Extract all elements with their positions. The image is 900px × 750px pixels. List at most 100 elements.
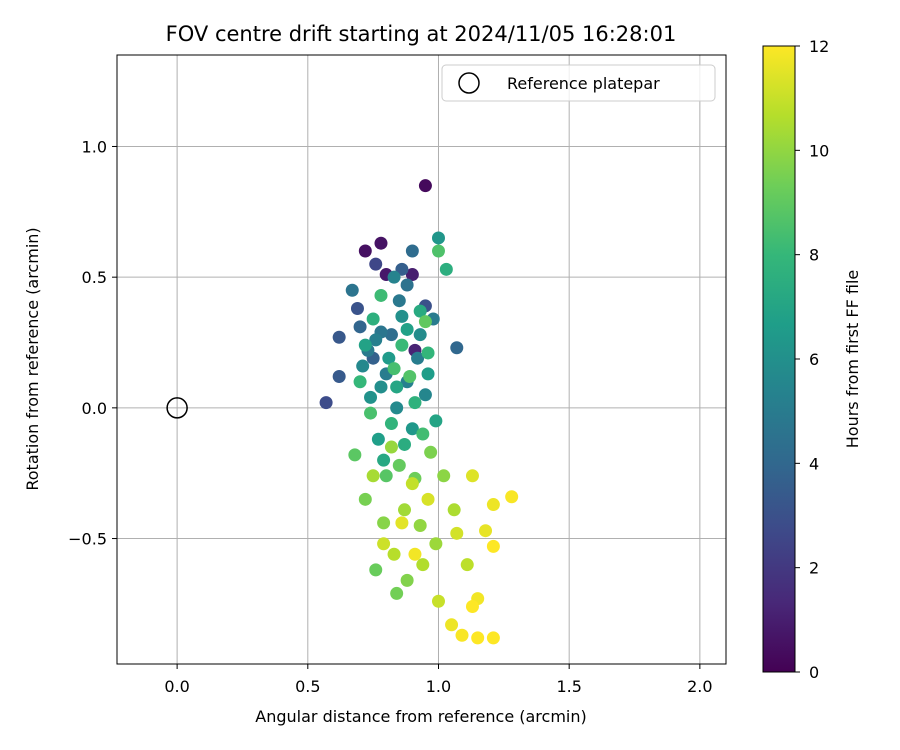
data-point <box>405 422 419 436</box>
data-point <box>366 312 380 326</box>
data-point <box>358 244 372 258</box>
colorbar-tick-label: 0 <box>809 663 819 682</box>
data-point <box>400 278 414 292</box>
legend: Reference platepar <box>441 64 716 102</box>
data-point <box>387 547 401 561</box>
data-point <box>353 375 367 389</box>
data-point <box>374 288 388 302</box>
data-point <box>377 537 391 551</box>
colorbar-tick-label: 8 <box>809 246 819 265</box>
data-point <box>405 477 419 491</box>
data-point <box>374 236 388 250</box>
data-point <box>366 469 380 483</box>
y-tick-label: 0.0 <box>82 399 107 418</box>
data-point <box>387 362 401 376</box>
data-point <box>319 396 333 410</box>
colorbar-tick-label: 6 <box>809 350 819 369</box>
data-point <box>405 244 419 258</box>
x-tick-label: 1.0 <box>426 677 451 696</box>
data-point <box>395 309 409 323</box>
colorbar-tick-label: 4 <box>809 454 819 473</box>
colorbar-tick-label: 10 <box>809 141 829 160</box>
data-point <box>400 573 414 587</box>
y-tick-label: 1.0 <box>82 137 107 156</box>
x-tick-label: 0.0 <box>164 677 189 696</box>
plot-frame <box>116 54 727 665</box>
y-axis-label: Rotation from reference (arcmin) <box>23 227 42 490</box>
data-point <box>395 516 409 530</box>
data-point <box>332 330 346 344</box>
data-point <box>348 448 362 462</box>
data-point <box>416 558 430 572</box>
data-point <box>421 492 435 506</box>
data-point <box>384 417 398 431</box>
data-point <box>364 390 378 404</box>
data-point <box>408 547 422 561</box>
data-point <box>379 469 393 483</box>
data-point <box>408 396 422 410</box>
data-point <box>387 270 401 284</box>
data-point <box>369 257 383 271</box>
data-point <box>418 179 432 193</box>
data-point <box>455 628 469 642</box>
data-point <box>437 469 451 483</box>
x-axis-label: Angular distance from reference (arcmin) <box>255 707 586 726</box>
data-point <box>356 359 370 373</box>
chart-title: FOV centre drift starting at 2024/11/05 … <box>166 22 677 46</box>
data-point <box>377 453 391 467</box>
data-point <box>403 369 417 383</box>
colorbar-ticks: 0 2 4 6 8 10 12 <box>795 37 829 682</box>
y-tick-label: 0.5 <box>82 268 107 287</box>
data-point <box>431 231 445 245</box>
data-point <box>486 631 500 645</box>
data-point <box>382 351 396 365</box>
y-axis-ticks: 1.0 0.5 0.0 −0.5 <box>68 137 117 549</box>
data-points <box>319 179 519 645</box>
data-point <box>374 380 388 394</box>
x-tick-label: 1.5 <box>556 677 581 696</box>
data-point <box>416 427 430 441</box>
data-point <box>431 594 445 608</box>
data-point <box>421 367 435 381</box>
data-point <box>418 315 432 329</box>
data-point <box>431 244 445 258</box>
data-point <box>371 432 385 446</box>
data-point <box>392 458 406 472</box>
legend-box <box>441 64 716 102</box>
data-point <box>413 304 427 318</box>
data-point <box>350 302 364 316</box>
data-point <box>447 503 461 517</box>
data-point <box>429 537 443 551</box>
data-point <box>358 338 372 352</box>
x-tick-label: 2.0 <box>687 677 712 696</box>
data-point <box>418 388 432 402</box>
data-point <box>369 333 383 347</box>
data-point <box>439 262 453 276</box>
colorbar-tick-label: 2 <box>809 559 819 578</box>
legend-marker-icon <box>458 72 480 94</box>
data-point <box>353 320 367 334</box>
colorbar-label: Hours from first FF file <box>843 270 862 449</box>
data-point <box>471 631 485 645</box>
reference-platepar-marker <box>166 397 188 419</box>
x-axis-ticks: 0.0 0.5 1.0 1.5 2.0 <box>164 664 713 696</box>
legend-label: Reference platepar <box>507 74 660 93</box>
data-point <box>390 380 404 394</box>
data-point <box>405 268 419 282</box>
data-point <box>465 599 479 613</box>
data-point <box>411 351 425 365</box>
data-point <box>486 539 500 553</box>
data-point <box>384 328 398 342</box>
data-point <box>479 524 493 538</box>
colorbar-tick-label: 12 <box>809 37 829 56</box>
data-point <box>400 322 414 336</box>
data-point <box>413 518 427 532</box>
data-point <box>450 526 464 540</box>
data-point <box>392 294 406 308</box>
data-point <box>505 490 519 504</box>
data-point <box>345 283 359 297</box>
data-point <box>398 437 412 451</box>
data-point <box>395 338 409 352</box>
data-point <box>445 618 459 632</box>
